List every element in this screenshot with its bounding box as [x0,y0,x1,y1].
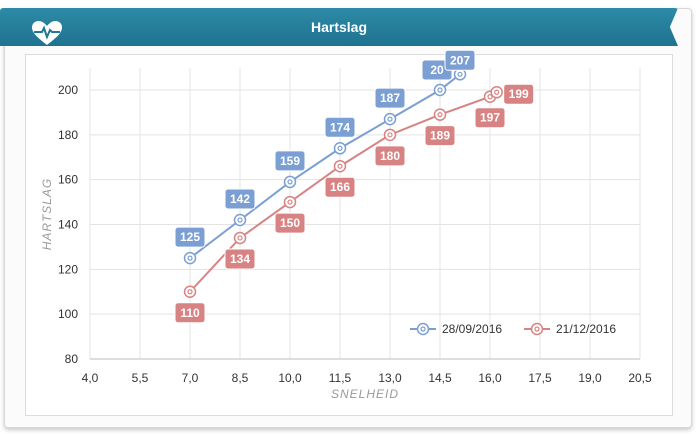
data-label: 110 [180,306,200,320]
data-label: 180 [380,149,400,163]
data-label-box [474,107,506,129]
x-tick-label: 17,5 [528,371,552,385]
data-point [233,231,247,245]
y-tick-label: 200 [58,83,78,97]
y-tick-label: 160 [58,173,78,187]
data-label-box [444,49,476,71]
legend: 28/09/2016 21/12/2016 [410,322,616,336]
data-point-center [187,255,193,261]
data-label-box [174,226,206,248]
data-point [283,195,297,209]
x-tick-label: 5,5 [132,371,149,385]
data-point-center [387,132,393,138]
data-label-box [424,125,456,147]
data-label-box [503,83,535,105]
data-point [333,142,347,155]
data-label-box [224,188,256,210]
data-point-center [437,87,443,93]
legend-marker [416,322,430,336]
plot-area [25,54,673,416]
data-label-box [224,248,256,270]
data-point [183,285,197,298]
data-label: 159 [280,154,300,168]
data-point [383,128,397,142]
data-label: 199 [509,87,529,101]
x-tick-label: 11,5 [329,371,352,385]
data-point [333,159,347,173]
x-tick-label: 20,5 [628,371,652,385]
chart-title: Hartslag [310,19,368,35]
y-tick-label: 120 [58,262,78,276]
x-axis-title: SNELHEID [331,387,399,401]
series-line [189,91,498,293]
x-tick-label: 14,5 [428,371,452,385]
data-point-center [337,163,343,169]
data-label: 125 [180,230,200,244]
data-label: 150 [280,216,300,230]
series-2: 110 134 150 166 180 189 197 199 [174,83,535,324]
data-point [283,175,297,189]
data-label-box [374,87,406,109]
data-label: 207 [450,53,470,67]
title-banner: Hartslag [0,8,678,46]
x-tick-label: 16,0 [478,371,502,385]
legend-marker-center [534,326,540,332]
data-point-center [387,116,393,122]
data-point-center [187,289,193,295]
x-tick-label: 7,0 [182,371,199,385]
x-tick-label: 19,0 [578,371,602,385]
data-label-box [324,116,356,138]
y-tick-label: 80 [65,352,79,366]
data-label: 197 [480,111,500,125]
data-label: 166 [330,180,350,194]
data-label-box [374,145,406,167]
y-tick-label: 100 [58,307,78,321]
data-point [183,251,197,265]
gridlines [89,68,641,360]
legend-label: 21/12/2016 [556,322,616,336]
data-point-center [337,145,343,151]
data-label: 134 [230,252,250,266]
data-point [433,108,447,121]
y-tick-label: 140 [58,218,78,232]
data-point-center [237,235,243,241]
data-point-center [487,94,493,100]
x-tick-label: 10,0 [278,371,302,385]
data-point [433,83,447,97]
data-point [383,112,397,126]
x-tick-label: 4,0 [82,371,99,385]
data-label: 187 [380,91,400,105]
data-label: 174 [330,120,350,134]
y-tick-label: 180 [58,128,78,142]
data-label: 189 [430,129,450,143]
legend-marker [530,322,544,336]
legend-label: 28/09/2016 [442,322,502,336]
x-tick-label: 13,0 [378,371,402,385]
legend-marker-center [420,326,426,332]
y-axis-title: HARTSLAG [40,178,54,250]
data-point-center [457,71,463,77]
heart-pulse-icon [32,21,62,45]
data-label: 20 [430,63,444,77]
data-point-center [287,199,293,205]
data-label: 142 [230,192,250,206]
data-label-box [274,150,306,172]
data-point-center [287,179,293,185]
data-point-center [237,217,243,223]
series-line [189,73,461,259]
data-label-box [174,302,206,324]
data-point-center [437,112,443,118]
data-point [490,85,503,99]
x-tick-label: 8,5 [232,371,249,385]
data-point [233,213,247,227]
series-1: 125 142 159 174 187 20 207 [174,49,476,265]
data-label-box [274,212,306,234]
data-label-box [324,176,356,198]
data-point-center [494,89,500,95]
